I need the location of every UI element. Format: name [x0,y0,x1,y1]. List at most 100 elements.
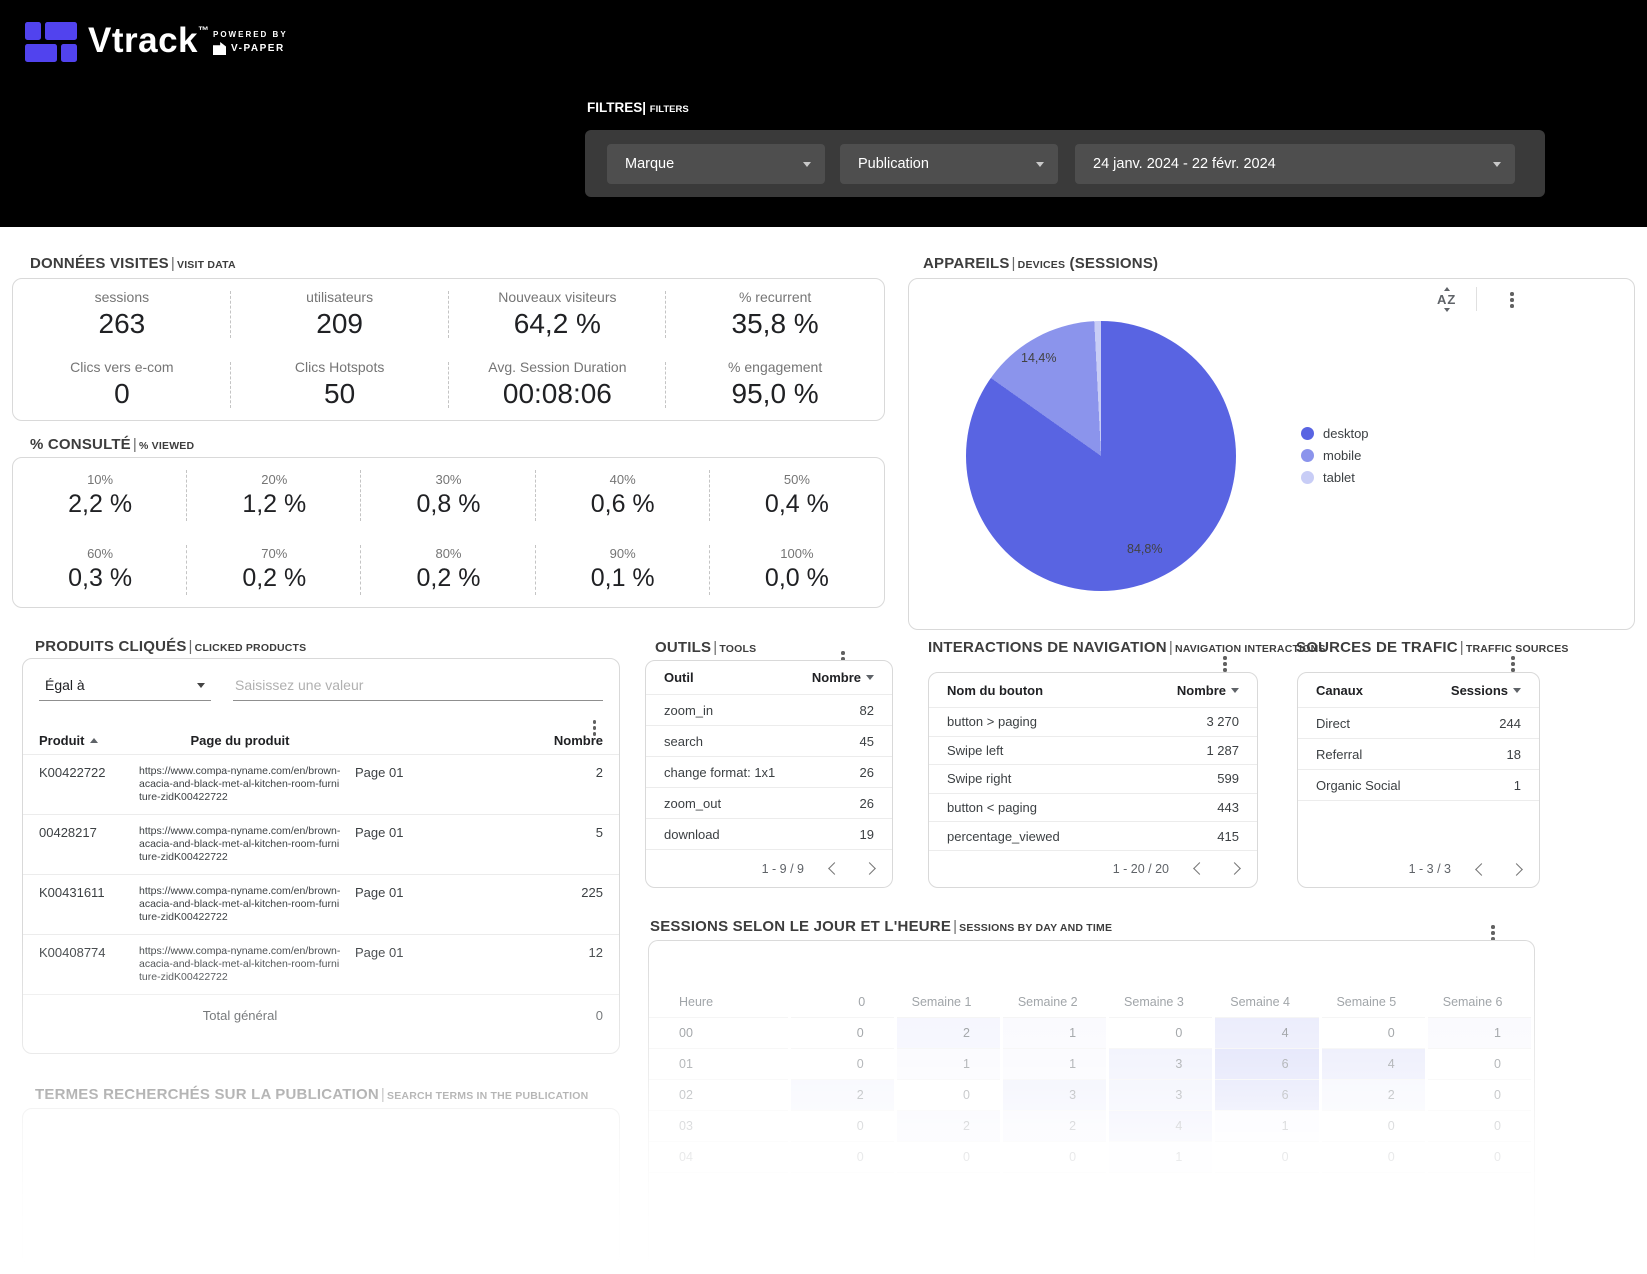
page-info: 1 - 9 / 9 [761,861,804,876]
search-terms-card [22,1108,620,1266]
filter-value-input[interactable] [233,673,603,701]
nav-row: percentage_viewed 415 [929,821,1257,850]
sort-desc-icon [1513,687,1521,693]
devices-menu-kebab-icon[interactable] [1507,289,1517,311]
stat-hotspot-clicks: Clics Hotspots 50 [231,350,449,421]
brand-filter-dropdown[interactable]: Marque [607,144,825,184]
next-page-icon[interactable] [1510,862,1523,876]
traffic-sources-title: SOURCES DE TRAFIC | TRAFFIC SOURCES [1296,639,1569,656]
chevron-down-icon [197,682,205,688]
legend-swatch-mobile [1301,449,1314,462]
legend-item-mobile: mobile [1301,448,1369,463]
filters-heading: FILTRES| FILTERS [587,100,689,115]
product-row: 00428217 https://www.compa-nyname.com/en… [23,814,619,874]
chevron-down-icon [1493,161,1501,167]
viewed-title: % CONSULTÉ |% VIEWED [30,436,195,453]
app-title: Vtrack™ [88,21,210,60]
sessions-heatmap-card: Heure 0 Semaine 1 Semaine 2 Semaine 3 Se… [648,940,1535,1274]
devices-title: APPAREILS | DEVICES (SESSIONS) [923,255,1159,272]
tool-row: change format: 1x1 26 [646,756,892,787]
nav-pagination: 1 - 20 / 20 [929,849,1257,887]
nav-row: Swipe right 599 [929,764,1257,793]
devices-card: AZ 14,4% 84,8% desktop mobile tablet [908,278,1635,630]
powered-by: POWERED BY V-PAPER [213,30,288,55]
column-header-page[interactable]: Page du produit [190,733,290,748]
stat-sessions: sessions 263 [13,279,231,350]
heatmap-row: 00 0 2 1 0 4 0 1 [649,1017,1535,1049]
total-value: 0 [595,1008,603,1023]
source-row: Organic Social 1 [1298,769,1539,800]
legend-swatch-desktop [1301,427,1314,440]
viewed-10: 10% 2,2 % [13,458,188,533]
legend-swatch-tablet [1301,471,1314,484]
sources-table-header: Canaux Sessions [1298,673,1539,707]
v-paper-icon [213,42,226,55]
column-header-count[interactable]: Nombre [1177,683,1239,698]
viewed-20: 20% 1,2 % [187,458,362,533]
viewed-60: 60% 0,3 % [13,533,188,608]
sort-desc-icon [866,675,874,680]
tools-card: Outil Nombre zoom_in 82 search 45 change f… [645,660,893,888]
column-header-channels: Canaux [1316,682,1363,698]
prev-page-icon[interactable] [1193,862,1206,876]
visit-data-title: DONNÉES VISITES | VISIT DATA [30,255,236,272]
column-header-count[interactable]: Nombre [812,670,874,685]
products-total-row: Total général 0 [23,994,619,1036]
heatmap-row: 03 0 2 2 4 1 0 0 [649,1110,1535,1142]
product-url: https://www.compa-nyname.com/en/brown-ac… [139,885,341,923]
date-range-filter[interactable]: 24 janv. 2024 - 22 févr. 2024 [1075,144,1515,184]
chevron-down-icon [803,161,811,167]
tool-row: search 45 [646,725,892,756]
nav-row: button < paging 443 [929,792,1257,822]
product-url: https://www.compa-nyname.com/en/brown-ac… [139,765,341,803]
chevron-down-icon [1036,161,1044,167]
viewed-70: 70% 0,2 % [187,533,362,608]
nav-row: Swipe left 1 287 [929,735,1257,765]
stat-new-visitors: Nouveaux visiteurs 64,2 % [449,279,667,350]
products-filter-row: Égal à [23,659,619,701]
filter-operator-select[interactable]: Égal à [39,673,211,701]
nav-interactions-title: INTERACTIONS DE NAVIGATION | NAVIGATION IN… [928,639,1326,656]
tool-row: zoom_out 26 [646,787,892,818]
sessions-heatmap-title: SESSIONS SELON LE JOUR ET L'HEURE | SESSIO… [650,918,1113,935]
page-info: 1 - 20 / 20 [1112,861,1169,876]
clicked-products-card: Égal à Produit Page du produit Nombre K0… [22,658,620,1054]
viewed-80: 80% 0,2 % [361,533,536,608]
traffic-sources-menu-kebab-icon[interactable] [1508,653,1518,675]
nav-interactions-menu-kebab-icon[interactable] [1220,653,1230,675]
publication-filter-dropdown[interactable]: Publication [840,144,1058,184]
tools-title: OUTILS | TOOLS [655,639,757,656]
viewed-50: 50% 0,4 % [764,471,829,518]
trademark: ™ [198,25,210,37]
nav-row: button > paging 3 270 [929,707,1257,736]
prev-page-icon[interactable] [828,862,841,875]
filter-bar: Marque Publication 24 janv. 2024 - 22 fé… [585,130,1545,197]
viewed-40: 40% 0,6 % [536,458,711,533]
tools-pagination: 1 - 9 / 9 [646,849,892,887]
heatmap-row: 02 2 0 3 3 6 2 0 [649,1079,1535,1111]
pie-label-mobile: 14,4% [1021,351,1057,365]
heatmap-row: 01 0 1 1 3 6 4 0 [649,1048,1535,1080]
vtrack-logo-icon [25,22,77,64]
column-header-button-name: Nom du bouton [947,682,1044,698]
prev-page-icon[interactable] [1475,862,1488,876]
tools-table-header: Outil Nombre [646,661,892,694]
column-header-count[interactable]: Nombre [553,733,603,748]
column-header-product[interactable]: Produit [39,733,139,748]
tool-row: download 19 [646,818,892,849]
source-row: Referral 18 [1298,738,1539,769]
sort-az-icon[interactable]: AZ [1437,287,1457,312]
product-url: https://www.compa-nyname.com/en/brown-ac… [139,945,341,983]
nav-interactions-card: Nom du bouton Nombre button > paging 3 27… [928,672,1258,888]
legend-item-tablet: tablet [1301,470,1369,485]
traffic-sources-card: Canaux Sessions Direct 244 Referral 18 Org… [1297,672,1540,888]
products-menu-kebab-icon[interactable] [590,717,600,739]
next-page-icon[interactable] [1228,862,1241,876]
powered-by-brand: V-PAPER [231,43,285,54]
devices-legend: desktop mobile tablet [1301,426,1369,485]
column-header-sessions[interactable]: Sessions [1451,683,1521,698]
sources-pagination: 1 - 3 / 3 [1298,851,1539,887]
product-url: https://www.compa-nyname.com/en/brown-ac… [139,825,341,863]
viewed-100: 100% 0,0 % [764,546,829,593]
next-page-icon[interactable] [863,862,876,875]
